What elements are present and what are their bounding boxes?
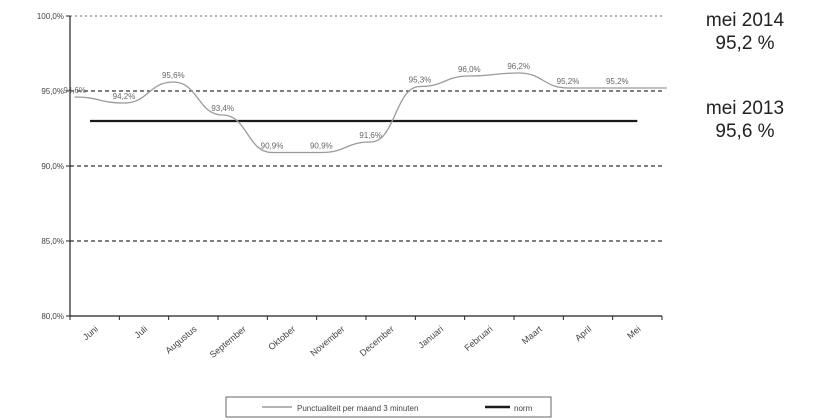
previous-year-summary: mei 2013 95,6 % bbox=[690, 97, 800, 143]
y-tick-label: 90,0% bbox=[41, 162, 64, 171]
data-label: 95,3% bbox=[409, 76, 432, 85]
legend: Punctualiteit per maand 3 minuten norm bbox=[225, 396, 552, 418]
previous-period-label: mei 2013 bbox=[705, 98, 785, 119]
legend-label-punctuality: Punctualiteit per maand 3 minuten bbox=[297, 404, 418, 413]
data-label: 95,2% bbox=[557, 77, 580, 86]
x-tick-label: Februari bbox=[463, 324, 495, 353]
data-label: 96,2% bbox=[507, 62, 530, 71]
y-tick-label: 80,0% bbox=[41, 312, 64, 321]
punctuality-series-line bbox=[74, 72, 667, 154]
data-label: 93,4% bbox=[211, 104, 234, 113]
x-tick-label: Januari bbox=[416, 324, 445, 351]
series-group: 94,6% 94,2% 95,6% 93,4% 90,9% 90,9% 91,6% 95,3%… bbox=[63, 62, 667, 154]
x-tick-label: Juni bbox=[81, 324, 100, 342]
x-tick-label: December bbox=[358, 324, 396, 358]
x-tick-label: Maart bbox=[520, 324, 544, 347]
legend-box bbox=[225, 396, 552, 418]
x-tick-label: September bbox=[208, 324, 248, 360]
x-tick-label: Oktober bbox=[266, 324, 297, 352]
current-period-value: 95,2 % bbox=[715, 33, 775, 54]
data-label: 90,9% bbox=[310, 142, 333, 151]
data-label: 94,6% bbox=[63, 86, 86, 95]
previous-period-value: 95,6 % bbox=[715, 121, 775, 142]
gridlines bbox=[70, 15, 662, 242]
x-tick-label: November bbox=[308, 324, 346, 358]
y-tick-label: 100,0% bbox=[37, 12, 64, 21]
x-tick-label: April bbox=[573, 324, 593, 343]
data-label: 90,9% bbox=[261, 142, 284, 151]
current-period-label: mei 2014 bbox=[705, 10, 785, 31]
current-month-summary: mei 2014 95,2 % bbox=[690, 9, 800, 55]
y-tick-label: 85,0% bbox=[41, 237, 64, 246]
data-label: 95,6% bbox=[162, 71, 185, 80]
data-label: 91,6% bbox=[359, 131, 382, 140]
x-tick-label: Juli bbox=[133, 324, 150, 340]
x-tick-label: Augustus bbox=[163, 324, 199, 356]
y-axis: 80,0% 85,0% 90,0% 95,0% 100,0% bbox=[37, 12, 71, 321]
x-tick-label: Mei bbox=[625, 324, 643, 341]
data-label: 95,2% bbox=[606, 77, 629, 86]
data-label: 94,2% bbox=[113, 92, 136, 101]
legend-label-norm: norm bbox=[514, 404, 533, 413]
y-tick-label: 95,0% bbox=[41, 87, 64, 96]
data-label: 96,0% bbox=[458, 65, 481, 74]
x-axis: Juni Juli Augustus September Oktober November… bbox=[69, 315, 663, 360]
